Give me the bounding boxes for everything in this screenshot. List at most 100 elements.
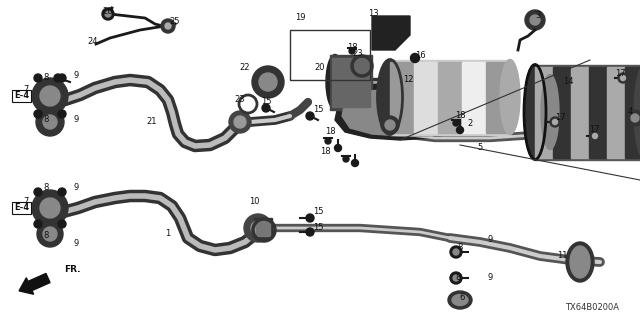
Circle shape (306, 112, 314, 120)
Circle shape (244, 214, 272, 242)
Text: 18: 18 (454, 111, 465, 121)
Text: 7: 7 (23, 85, 29, 94)
Text: 9: 9 (488, 236, 493, 244)
Text: 24: 24 (88, 37, 99, 46)
Text: 9: 9 (74, 71, 79, 81)
Text: 6: 6 (460, 293, 465, 302)
Circle shape (593, 133, 598, 139)
Ellipse shape (326, 54, 344, 109)
Text: 18: 18 (320, 148, 330, 156)
Bar (607, 67, 625, 158)
Ellipse shape (634, 65, 640, 159)
Circle shape (32, 190, 68, 226)
Bar (330, 55, 372, 110)
Text: 9: 9 (74, 239, 79, 249)
Circle shape (590, 131, 600, 141)
Circle shape (34, 110, 42, 118)
Text: 4: 4 (627, 108, 632, 116)
Circle shape (34, 188, 42, 196)
Bar (254, 218, 272, 238)
Circle shape (43, 227, 57, 241)
Ellipse shape (541, 75, 559, 149)
Text: 15: 15 (313, 207, 323, 217)
Bar (438, 62, 462, 133)
Text: 8: 8 (458, 244, 463, 252)
Circle shape (410, 53, 419, 62)
Bar (390, 60, 510, 135)
Circle shape (102, 8, 114, 20)
Circle shape (58, 188, 66, 196)
Circle shape (58, 220, 66, 228)
Circle shape (453, 120, 459, 126)
Bar (332, 58, 370, 107)
Circle shape (530, 15, 540, 25)
Bar (535, 67, 553, 158)
Circle shape (161, 19, 175, 33)
Circle shape (165, 23, 171, 29)
Text: 13: 13 (368, 10, 378, 19)
Circle shape (306, 214, 314, 222)
Circle shape (54, 74, 62, 82)
Text: 8: 8 (44, 231, 49, 241)
Bar (256, 220, 270, 236)
Ellipse shape (570, 246, 590, 278)
Text: 10: 10 (249, 197, 259, 206)
Circle shape (351, 159, 358, 166)
Circle shape (306, 228, 314, 236)
Ellipse shape (448, 291, 472, 309)
Text: 9: 9 (74, 183, 79, 193)
Circle shape (621, 76, 625, 81)
Circle shape (252, 66, 284, 98)
Circle shape (385, 120, 395, 130)
Text: 7: 7 (23, 197, 29, 206)
Circle shape (105, 11, 111, 17)
Circle shape (453, 249, 459, 255)
Text: 15: 15 (313, 223, 323, 233)
Text: 18: 18 (324, 127, 335, 137)
Text: 9: 9 (74, 116, 79, 124)
Circle shape (58, 74, 66, 82)
Text: 15: 15 (260, 98, 271, 107)
Circle shape (43, 115, 57, 129)
Text: 8: 8 (44, 116, 49, 124)
Circle shape (335, 145, 342, 151)
Text: 17: 17 (555, 114, 565, 123)
Text: 8: 8 (455, 274, 461, 283)
Circle shape (40, 86, 60, 106)
Bar (462, 62, 486, 133)
Text: 3: 3 (535, 12, 541, 20)
FancyArrow shape (19, 273, 50, 294)
Circle shape (229, 111, 251, 133)
Text: 19: 19 (295, 13, 305, 22)
Circle shape (450, 272, 462, 284)
Text: 21: 21 (147, 117, 157, 126)
Circle shape (525, 10, 545, 30)
Text: 23: 23 (235, 95, 245, 105)
Text: 8: 8 (44, 183, 49, 193)
Text: 11: 11 (557, 252, 567, 260)
Text: 17: 17 (589, 125, 599, 134)
Bar (414, 62, 438, 133)
Ellipse shape (566, 242, 594, 282)
Circle shape (453, 275, 459, 281)
Circle shape (34, 74, 42, 82)
Ellipse shape (500, 60, 520, 134)
Bar (625, 67, 640, 158)
Circle shape (618, 73, 628, 83)
Bar (535, 65, 640, 160)
Circle shape (32, 78, 68, 114)
Text: 5: 5 (477, 143, 483, 153)
Circle shape (262, 104, 270, 112)
Bar (589, 67, 607, 158)
Circle shape (251, 221, 265, 235)
Polygon shape (372, 16, 410, 50)
Circle shape (450, 246, 462, 258)
Text: 26: 26 (102, 7, 113, 17)
Text: 22: 22 (240, 63, 250, 73)
Circle shape (40, 198, 60, 218)
Circle shape (456, 126, 463, 133)
Polygon shape (335, 82, 500, 140)
Circle shape (550, 117, 560, 127)
Circle shape (37, 221, 63, 247)
Text: TX64B0200A: TX64B0200A (565, 303, 619, 313)
